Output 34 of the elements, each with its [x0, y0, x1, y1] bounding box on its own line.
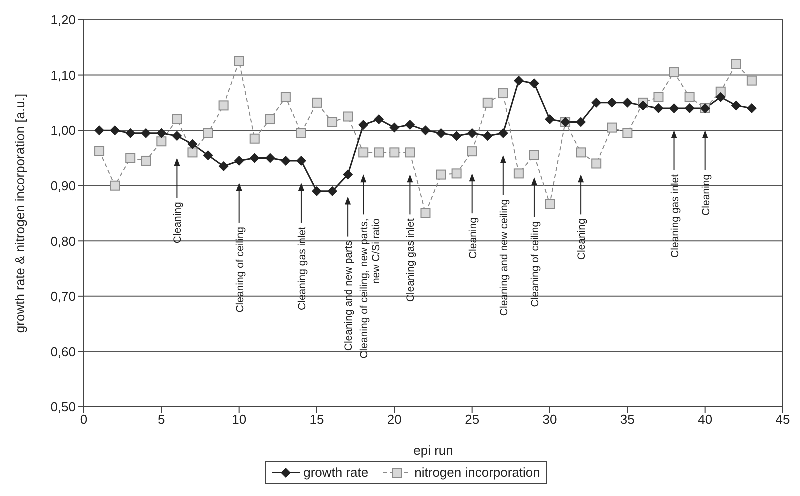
x-tick-label: 30 — [542, 412, 558, 428]
x-tick-label: 5 — [158, 412, 166, 428]
ref-line-label: Cleaning of ceiling, new parts, new C/Si ratio — [358, 218, 383, 359]
y-tick-label: 0,70 — [50, 289, 76, 304]
x-tick-label: 15 — [310, 412, 324, 428]
y-tick-label: 1,00 — [50, 123, 76, 138]
ref-line-label: Cleaning of ceiling — [234, 226, 246, 313]
ref-line-label: Cleaning gas inlet — [405, 218, 418, 302]
ref-line-label: Cleaning — [700, 174, 712, 216]
x-tick-label: 40 — [698, 412, 713, 428]
y-tick-label: 0,80 — [50, 234, 76, 249]
x-tick-label: 25 — [465, 412, 480, 428]
ref-line-label: Cleaning gas inlet — [296, 226, 308, 310]
x-tick-label: 20 — [387, 412, 402, 428]
ref-line-label: Cleaning gas inlet — [669, 174, 682, 258]
legend-label: growth rate — [302, 465, 369, 480]
y-tick-label: 0,60 — [50, 344, 76, 360]
x-axis-title: epi run — [414, 443, 454, 458]
ref-line-label: Cleaning and new parts — [343, 240, 356, 352]
x-tick-label: 45 — [776, 412, 790, 428]
y-tick-label: 1,20 — [50, 12, 76, 28]
x-tick-label: 0 — [80, 412, 88, 428]
x-tick-label: 35 — [620, 412, 635, 428]
ref-line-label: Cleaning and new ceiling — [498, 199, 510, 316]
ref-line-label: Cleaning of ceiling — [529, 221, 542, 308]
legend-label: nitrogen incorporation — [414, 465, 540, 480]
ref-line-label: Cleaning — [172, 202, 184, 244]
y-axis-title: growth rate & nitrogen incorporation [a.u.] — [12, 94, 28, 334]
y-tick-label: 0,50 — [50, 400, 76, 415]
ref-line-label: Cleaning — [576, 218, 588, 260]
y-tick-label: 1,10 — [50, 68, 76, 83]
y-tick-label: 0,90 — [50, 178, 76, 194]
ref-line-label: Cleaning — [467, 217, 480, 260]
x-tick-label: 10 — [232, 412, 247, 428]
